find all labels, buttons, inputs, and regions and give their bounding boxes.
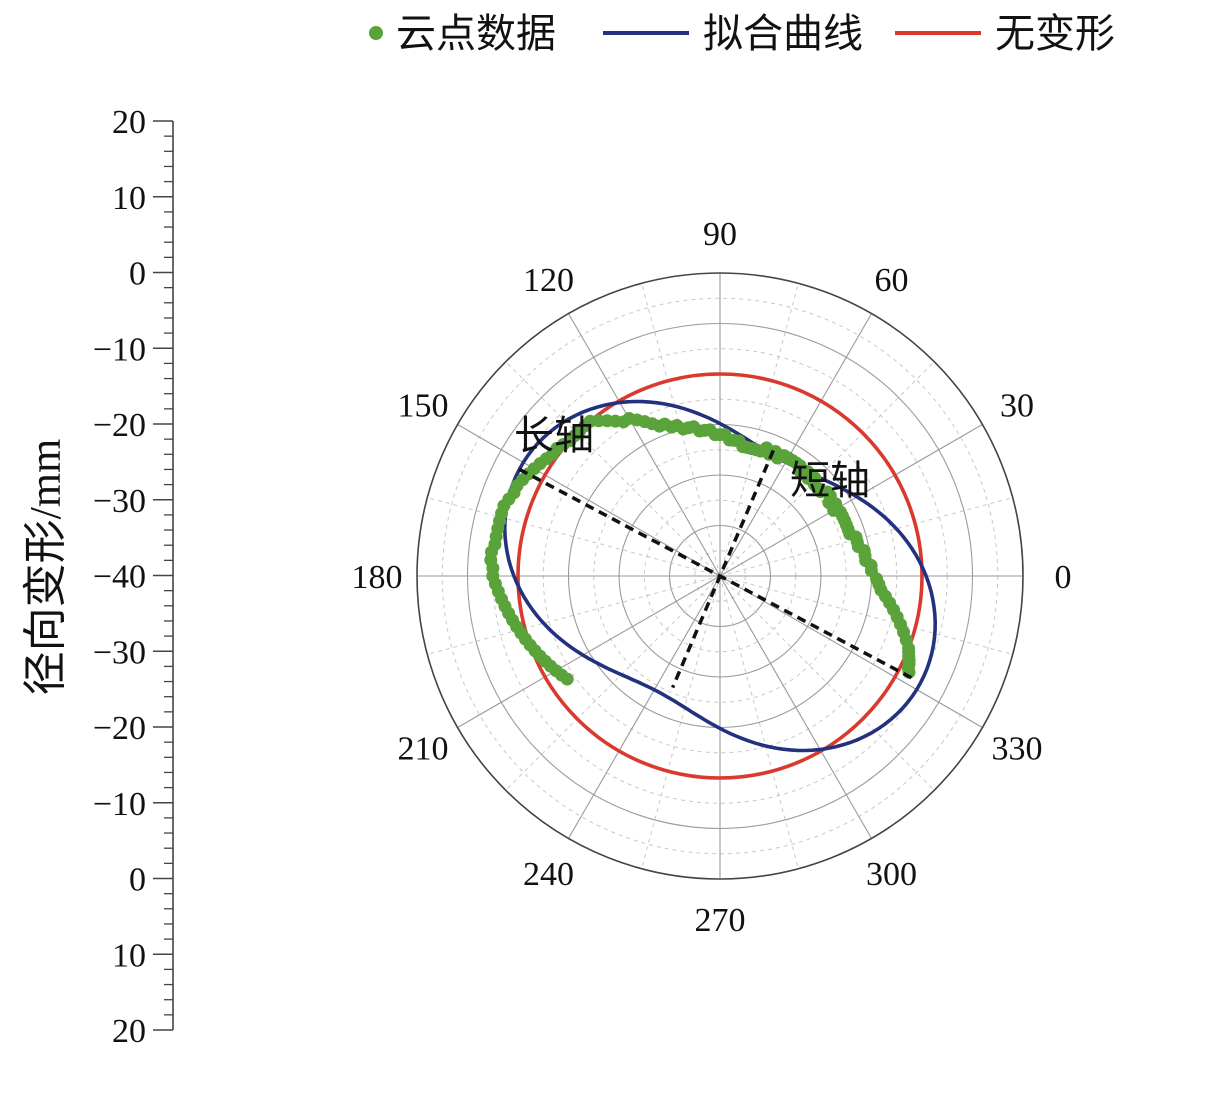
radial-tick-label: 10: [112, 937, 146, 974]
angle-tick-label: 180: [352, 559, 403, 596]
angular-tick-labels: 0 30 60 90 120 150 180 210 240 270 300 330: [352, 216, 1072, 939]
radial-tick-label: 20: [112, 1013, 146, 1050]
grid-spoke-minor: [505, 575, 721, 791]
radial-tick-label: −10: [93, 786, 146, 823]
angle-tick-label: 240: [523, 856, 574, 893]
grid-spoke-major: [719, 313, 872, 577]
legend-marker-dot: [369, 26, 383, 40]
grid-spoke-minor: [719, 497, 1013, 577]
radial-tick-label: −10: [93, 331, 146, 368]
angle-tick-label: 0: [1055, 559, 1072, 596]
grid-spoke-major: [568, 575, 721, 839]
legend-label: 云点数据: [396, 11, 556, 56]
radial-axis: 20 10 0 −10 −20 −30 −40 −30 −20 −10 0 10 20 径向变形/mm: [21, 104, 174, 1050]
angle-tick-label: 300: [866, 856, 917, 893]
angle-tick-label: 330: [992, 731, 1043, 768]
grid-spoke-minor: [719, 575, 935, 791]
grid-spoke-major: [457, 575, 721, 728]
radial-tick-label: −20: [93, 710, 146, 747]
grid-spoke-minor: [641, 575, 721, 869]
minor-axis-label: 短轴: [790, 458, 870, 503]
radial-tick-label: −30: [93, 634, 146, 671]
outer-ring: [416, 272, 1024, 880]
plot-area: [484, 372, 938, 780]
reference-circle: [516, 372, 924, 780]
grid-spoke-minor: [719, 575, 799, 869]
angle-tick-label: 210: [397, 731, 448, 768]
angle-tick-label: 270: [695, 902, 746, 939]
grid-spoke-major: [457, 424, 721, 577]
grid-spoke-minor: [719, 361, 935, 577]
angle-tick-label: 60: [875, 262, 909, 299]
radial-tick-label: 20: [112, 104, 146, 141]
grid-spoke-minor: [505, 361, 721, 577]
legend-label: 无变形: [995, 11, 1115, 56]
radial-tick-label: −30: [93, 483, 146, 520]
radial-tick-label: 0: [129, 256, 146, 293]
minor-axis-line: [671, 449, 775, 689]
grid-spoke-minor: [427, 575, 721, 655]
grid-spoke-major: [719, 575, 872, 839]
angle-tick-label: 150: [397, 388, 448, 425]
legend: 云点数据 拟合曲线 无变形: [369, 11, 1115, 56]
angle-tick-label: 120: [523, 262, 574, 299]
radial-tick-label: −40: [93, 559, 146, 596]
legend-label: 拟合曲线: [703, 11, 863, 56]
radial-axis-title: 径向变形/mm: [21, 439, 70, 696]
grid-spoke-minor: [641, 283, 721, 577]
radial-tick-label: −20: [93, 407, 146, 444]
grid-spoke-minor: [719, 283, 799, 577]
grid-spoke-major: [719, 575, 983, 728]
grid-spoke-major: [719, 424, 983, 577]
grid-spoke-minor: [719, 575, 1013, 655]
cloud-point: [560, 672, 574, 686]
angle-tick-label: 30: [1000, 388, 1034, 425]
grid-spoke-minor: [427, 497, 721, 577]
radial-tick-label: 0: [129, 862, 146, 899]
major-axis-label: 长轴: [514, 413, 594, 458]
radial-tick-label: 10: [112, 180, 146, 217]
angle-tick-label: 90: [703, 216, 737, 253]
grid-spoke-major: [568, 313, 721, 577]
